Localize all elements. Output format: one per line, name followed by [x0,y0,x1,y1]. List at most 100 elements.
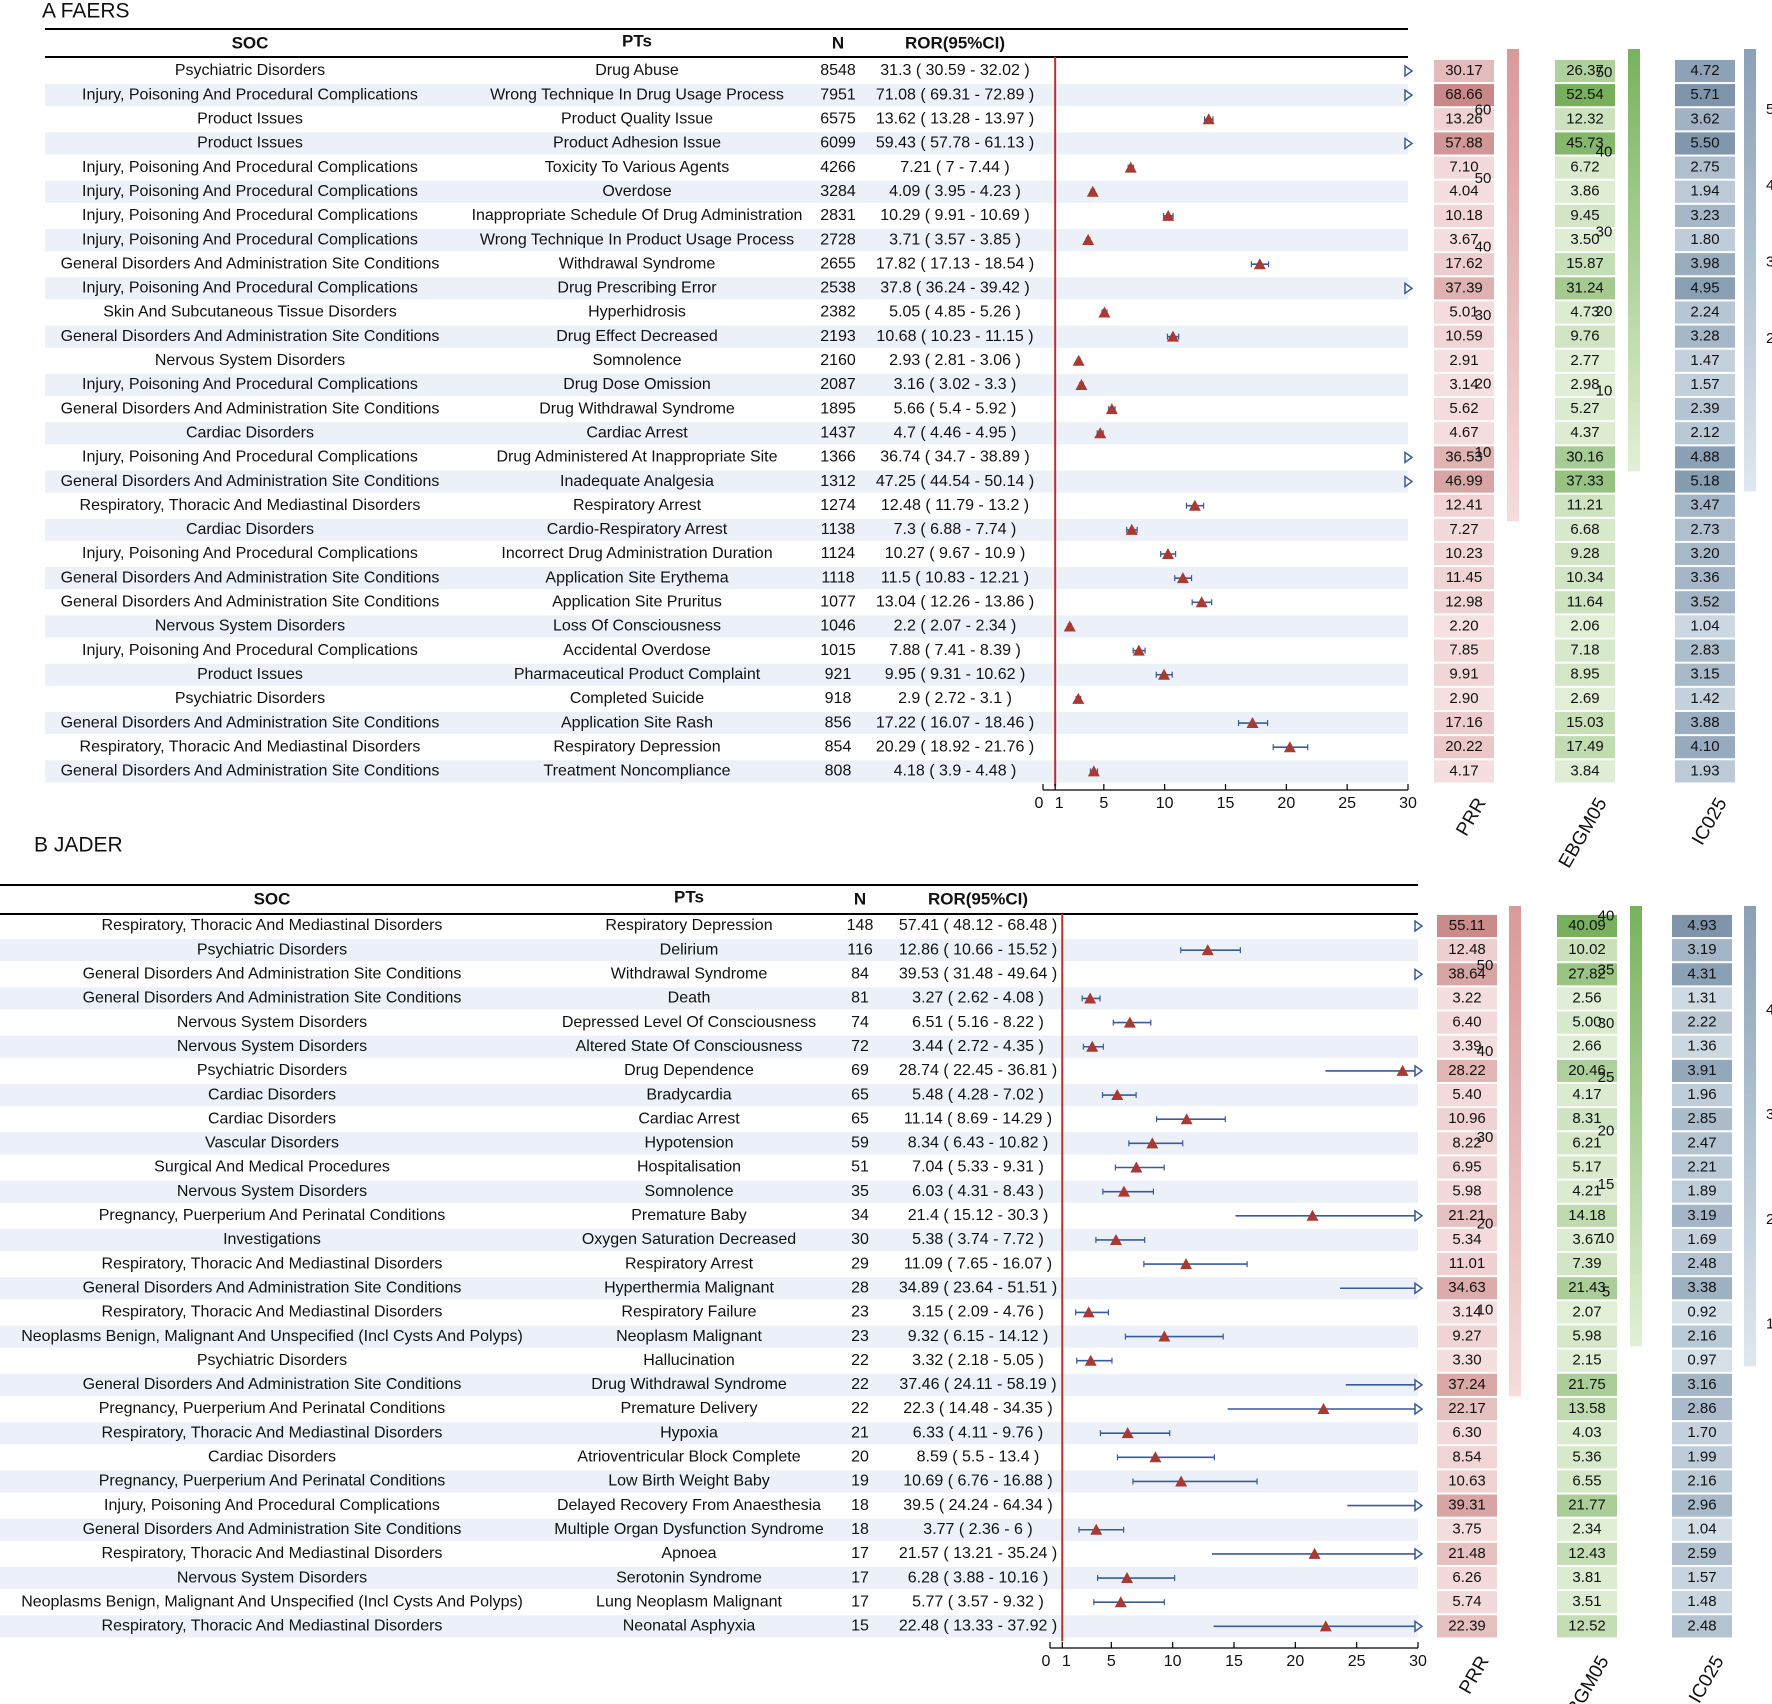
prr-value: 5.74 [1452,1593,1481,1610]
ic025-colorbar [1744,49,1756,492]
ror-ci-cell: 7.88 ( 7.41 - 8.39 ) [889,642,1021,659]
ror-point [1149,1451,1162,1463]
prr-cell [1434,518,1494,541]
prr-cell [1437,1108,1497,1131]
ebgm05-value: 26.37 [1566,62,1604,79]
row-stripe [45,615,1408,638]
prr-colorbar-tick: 30 [1475,307,1492,324]
prr-cell [1437,1156,1497,1179]
prr-value: 6.95 [1452,1158,1481,1175]
prr-cell [1437,1591,1497,1614]
ebgm05-value: 5.17 [1572,1158,1601,1175]
n-cell: 1437 [820,424,856,441]
prr-cell [1434,132,1494,155]
prr-cell [1437,1253,1497,1276]
ebgm05-cell [1555,277,1615,300]
pt-cell: Cardio-Respiratory Arrest [547,521,728,538]
pt-cell: Wrong Technique In Product Usage Process [480,231,794,248]
ebgm05-colorbar-tick: 30 [1596,223,1613,240]
prr-cell [1437,1035,1497,1058]
ebgm05-cell [1555,301,1615,324]
row-stripe [0,1422,1418,1445]
pt-cell: Hypotension [645,1135,734,1152]
soc-cell: Nervous System Disorders [177,1014,367,1031]
ror-point [1086,185,1099,197]
ror-ci-cell: 39.53 ( 31.48 - 49.64 ) [899,966,1057,983]
ic025-cell [1675,398,1735,421]
prr-cell [1434,470,1494,493]
pt-cell: Withdrawal Syndrome [559,255,716,272]
prr-cell [1434,301,1494,324]
header-n: N [854,889,866,908]
ebgm05-cell [1555,711,1615,735]
ror-point [1308,1547,1321,1559]
ror-ci-cell: 7.04 ( 5.33 - 9.31 ) [912,1159,1044,1176]
ic025-value: 1.57 [1690,376,1719,393]
ic025-cell [1672,1204,1732,1227]
row-stripe [45,325,1408,348]
ror-ci-cell: 21.57 ( 13.21 - 35.24 ) [899,1545,1057,1562]
prr-value: 4.17 [1449,762,1478,779]
row-stripe [0,1083,1418,1107]
soc-cell: Cardiac Disorders [208,1110,336,1127]
ic025-cell [1672,1542,1732,1565]
ic025-value: 2.16 [1687,1472,1716,1489]
prr-value: 10.23 [1445,545,1483,562]
ror-ci-cell: 37.46 ( 24.11 - 58.19 ) [899,1376,1056,1393]
n-cell: 84 [851,966,869,983]
prr-cell [1437,1204,1497,1227]
pt-cell: Drug Prescribing Error [557,280,717,297]
ebgm05-cell [1555,349,1615,372]
ror-point [1090,1523,1103,1535]
ebgm05-value: 20.46 [1568,1062,1606,1079]
ic025-value: 2.39 [1690,400,1719,417]
x-tick-label: 30 [1409,1653,1427,1670]
prr-cell [1437,1422,1497,1445]
ebgm05-value: 40.09 [1568,917,1606,934]
ic025-cell [1675,446,1735,469]
soc-cell: Respiratory, Thoracic And Mediastinal Di… [80,497,421,514]
pt-cell: Hyperhidrosis [588,304,686,321]
ror-ci-cell: 7.21 ( 7 - 7.44 ) [900,159,1009,176]
pt-cell: Toxicity To Various Agents [545,159,729,176]
ebgm05-colorbar-tick: 5 [1602,1284,1610,1301]
row-stripe [45,567,1408,590]
n-cell: 59 [851,1135,869,1152]
ebgm05-cell [1557,1132,1617,1155]
prr-value: 4.67 [1449,424,1478,441]
row-stripe [0,1518,1418,1541]
prr-value: 30.17 [1445,62,1483,79]
prr-value: 2.90 [1449,690,1478,707]
ebgm05-cell [1557,1108,1617,1131]
row-stripe [45,180,1408,203]
ror-point [1124,161,1137,173]
prr-value: 3.39 [1452,1038,1481,1055]
ebgm05-value: 2.56 [1572,989,1601,1006]
prr-value: 11.45 [1446,569,1482,586]
ic025-cell [1675,59,1735,83]
prr-value: 10.96 [1448,1110,1486,1127]
ebgm05-colorbar-tick: 25 [1598,1069,1615,1086]
soc-cell: General Disorders And Administration Sit… [83,1279,462,1296]
ebgm05-colorbar-tick: 20 [1596,303,1613,320]
n-cell: 74 [851,1014,869,1031]
prr-cell [1434,180,1494,203]
ebgm05-value: 5.98 [1572,1328,1601,1345]
ror-point [1084,1354,1097,1366]
ror-point [1072,692,1085,704]
truncation-arrow [1414,1619,1424,1633]
soc-cell: Injury, Poisoning And Procedural Complic… [82,449,418,466]
ebgm05-cell [1555,470,1615,493]
ic025-value: 3.52 [1690,593,1719,610]
pt-cell: Application Site Pruritus [552,594,722,611]
soc-cell: Psychiatric Disorders [197,1352,347,1369]
soc-cell: Skin And Subcutaneous Tissue Disorders [103,304,397,321]
n-cell: 51 [851,1159,869,1176]
prr-value: 5.40 [1452,1086,1481,1103]
ebgm05-cell [1555,325,1615,348]
soc-cell: Injury, Poisoning And Procedural Complic… [82,207,418,224]
soc-cell: Investigations [223,1231,321,1248]
ebgm05-cell [1557,1373,1617,1396]
ror-ci-cell: 3.16 ( 3.02 - 3.3 ) [894,376,1017,393]
